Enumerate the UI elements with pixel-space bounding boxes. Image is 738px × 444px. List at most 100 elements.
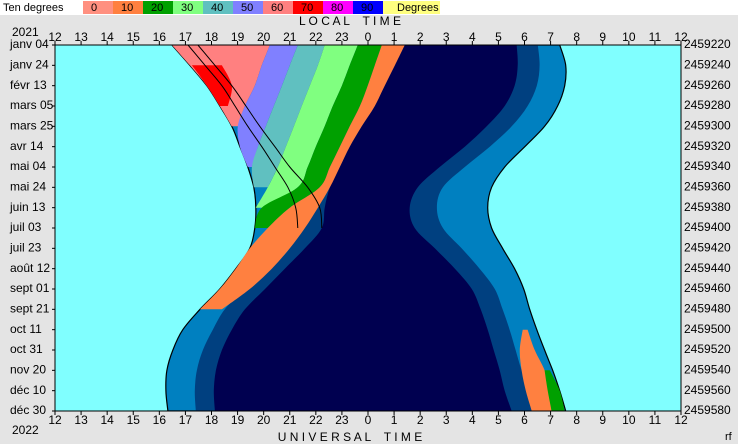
legend-label: 10 bbox=[121, 2, 133, 14]
line bbox=[187, 45, 299, 229]
x-tick-label: 23 bbox=[335, 413, 349, 427]
band bbox=[255, 45, 358, 208]
band bbox=[254, 45, 382, 228]
legend-label: 20 bbox=[151, 2, 163, 14]
x-tick-label: 18 bbox=[205, 30, 219, 44]
x-tick-label: 2 bbox=[417, 413, 424, 427]
x-tick-label: 19 bbox=[231, 30, 245, 44]
top-axis-title: L O C A L T I M E bbox=[299, 14, 401, 28]
x-tick-label: 12 bbox=[674, 413, 688, 427]
date-label: juin 13 bbox=[9, 200, 46, 214]
legend-label: 50 bbox=[241, 2, 253, 14]
x-tick-label: 11 bbox=[649, 30, 662, 44]
legend-swatch bbox=[113, 1, 143, 14]
date-label: juil 23 bbox=[9, 241, 42, 255]
legend-swatch bbox=[83, 1, 113, 14]
x-tick-label: 3 bbox=[443, 413, 450, 427]
x-tick-label: 21 bbox=[283, 413, 297, 427]
bottom-axis-title: U N I V E R S A L T I M E bbox=[278, 430, 423, 444]
band bbox=[200, 45, 405, 310]
jd-label: 2459440 bbox=[684, 261, 731, 275]
legend-swatch bbox=[173, 1, 203, 14]
jd-label: 2459380 bbox=[684, 200, 731, 214]
x-tick-label: 22 bbox=[309, 413, 323, 427]
line bbox=[197, 45, 323, 229]
legend-label: 80 bbox=[331, 2, 343, 14]
x-tick-label: 4 bbox=[469, 30, 476, 44]
jd-label: 2459340 bbox=[684, 159, 731, 173]
date-label: mars 25 bbox=[10, 119, 54, 133]
jd-label: 2459260 bbox=[684, 78, 731, 92]
date-label: sept 01 bbox=[10, 281, 50, 295]
legend-swatch bbox=[233, 1, 263, 14]
band bbox=[519, 329, 552, 411]
x-tick-label: 9 bbox=[599, 30, 606, 44]
year-bottom: 2022 bbox=[12, 423, 39, 437]
jd-label: 2459220 bbox=[684, 37, 731, 51]
legend-label: 30 bbox=[181, 2, 193, 14]
x-tick-label: 4 bbox=[469, 413, 476, 427]
x-tick-label: 1 bbox=[391, 30, 398, 44]
date-label: janv 04 bbox=[9, 37, 49, 51]
date-label: déc 30 bbox=[10, 403, 46, 417]
x-tick-label: 16 bbox=[153, 413, 167, 427]
x-tick-label: 7 bbox=[547, 30, 554, 44]
x-tick-label: 23 bbox=[335, 30, 349, 44]
x-tick-label: 21 bbox=[283, 30, 297, 44]
date-label: juil 03 bbox=[9, 220, 42, 234]
legend-label: 40 bbox=[211, 2, 223, 14]
date-label: mars 05 bbox=[10, 98, 54, 112]
jd-label: 2459400 bbox=[684, 220, 731, 234]
jd-label: 2459540 bbox=[684, 363, 731, 377]
year-top: 2021 bbox=[12, 25, 39, 39]
x-tick-label: 15 bbox=[127, 30, 141, 44]
x-tick-label: 10 bbox=[622, 30, 636, 44]
x-tick-label: 2 bbox=[417, 30, 424, 44]
x-tick-label: 22 bbox=[309, 30, 323, 44]
jd-label: 2459500 bbox=[684, 322, 731, 336]
legend-swatch bbox=[203, 1, 233, 14]
x-tick-label: 14 bbox=[100, 30, 114, 44]
x-tick-label: 20 bbox=[257, 413, 271, 427]
legend-unit-swatch bbox=[383, 1, 440, 14]
band bbox=[544, 370, 565, 411]
x-tick-label: 18 bbox=[205, 413, 219, 427]
legend-swatch bbox=[353, 1, 383, 14]
x-tick-label: 12 bbox=[674, 30, 688, 44]
x-tick-label: 12 bbox=[48, 413, 62, 427]
date-label: nov 20 bbox=[10, 363, 46, 377]
date-label: mai 24 bbox=[10, 180, 46, 194]
legend-title: Ten degrees bbox=[3, 2, 64, 14]
credit: rf bbox=[725, 431, 733, 443]
legend-swatch bbox=[323, 1, 353, 14]
legend-label: 70 bbox=[301, 2, 313, 14]
jd-label: 2459420 bbox=[684, 241, 731, 255]
date-label: avr 14 bbox=[10, 139, 44, 153]
jd-label: 2459580 bbox=[684, 403, 731, 417]
legend-label: 90 bbox=[361, 2, 373, 14]
band bbox=[237, 45, 298, 167]
date-label: déc 10 bbox=[10, 383, 46, 397]
band bbox=[251, 45, 325, 188]
x-tick-label: 12 bbox=[48, 30, 62, 44]
x-tick-label: 13 bbox=[74, 413, 88, 427]
jd-label: 2459360 bbox=[684, 180, 731, 194]
x-tick-label: 8 bbox=[573, 30, 580, 44]
legend-swatch bbox=[263, 1, 293, 14]
x-tick-label: 17 bbox=[179, 30, 193, 44]
jd-label: 2459460 bbox=[684, 281, 731, 295]
jd-label: 2459520 bbox=[684, 342, 731, 356]
x-tick-label: 15 bbox=[127, 413, 141, 427]
date-label: oct 31 bbox=[10, 342, 43, 356]
x-tick-label: 11 bbox=[649, 413, 662, 427]
x-tick-label: 14 bbox=[100, 413, 114, 427]
legend-label: 60 bbox=[271, 2, 283, 14]
x-tick-label: 6 bbox=[521, 30, 528, 44]
x-tick-label: 17 bbox=[179, 413, 193, 427]
date-label: janv 24 bbox=[9, 58, 49, 72]
jd-label: 2459560 bbox=[684, 383, 731, 397]
x-tick-label: 8 bbox=[573, 413, 580, 427]
band bbox=[191, 65, 232, 106]
